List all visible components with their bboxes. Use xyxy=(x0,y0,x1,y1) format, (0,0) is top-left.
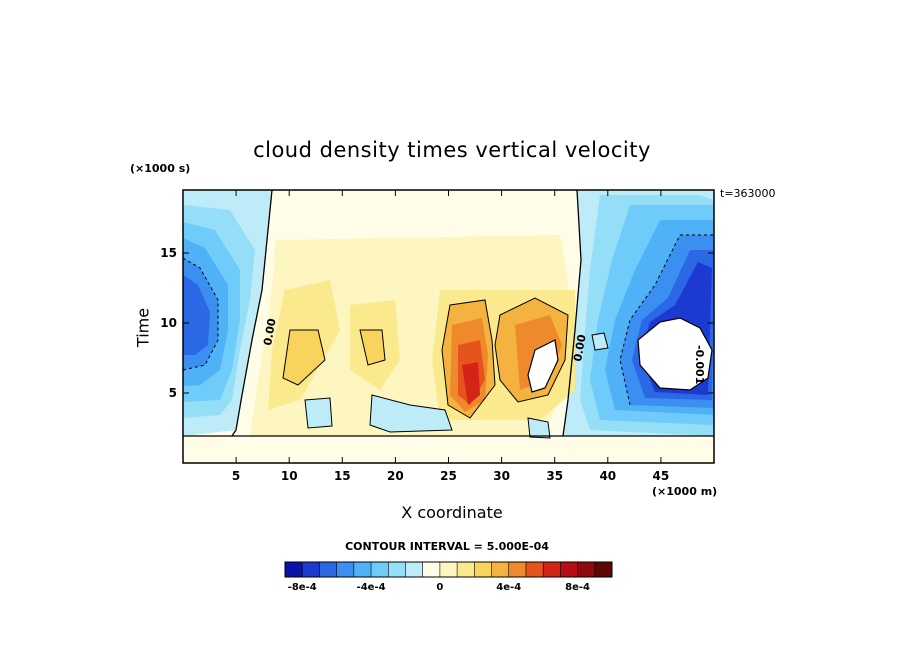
negative-pocket-1 xyxy=(304,397,333,429)
colorbar-frame xyxy=(284,561,613,578)
contour-core-left xyxy=(441,299,496,419)
dashed-contour-right xyxy=(619,234,714,406)
negative-pocket-3 xyxy=(527,417,551,439)
y-tick-label-1: 10 xyxy=(160,316,177,330)
colorbar-swatch-9 xyxy=(439,562,458,577)
chart-title: cloud density times vertical velocity xyxy=(253,138,651,162)
colorbar: -8e-4 -4e-4 0 4e-4 8e-4 xyxy=(284,561,613,593)
x-tick-label-4: 25 xyxy=(440,469,457,483)
colorbar-swatch-6 xyxy=(388,562,406,577)
x-tick-label-2: 15 xyxy=(334,469,351,483)
zero-contour-left xyxy=(231,190,273,437)
x-tick-label-0: 5 xyxy=(232,469,240,483)
contour-interval-label: CONTOUR INTERVAL = 5.000E-04 xyxy=(345,540,549,553)
negative-pocket-2 xyxy=(369,394,453,433)
y-tick-label-2: 15 xyxy=(160,246,177,260)
x-axis-title: X coordinate xyxy=(401,503,503,522)
contour-label-1: 0.00 xyxy=(261,317,279,346)
contour-label-2: 0.00 xyxy=(571,333,589,362)
x-tick-label-3: 20 xyxy=(387,469,404,483)
colorbar-swatch-0 xyxy=(285,562,303,577)
colorbar-swatch-17 xyxy=(577,562,596,577)
x-tick-label-7: 40 xyxy=(599,469,616,483)
colorbar-swatch-4 xyxy=(353,562,372,577)
contour-center-cell xyxy=(359,329,386,366)
colorbar-swatch-5 xyxy=(371,562,389,577)
colorbar-swatch-10 xyxy=(457,562,475,577)
colorbar-swatch-16 xyxy=(560,562,578,577)
colorbar-swatch-14 xyxy=(525,562,544,577)
contour-left-cell xyxy=(282,329,326,386)
colorbar-tick-label-3: 4e-4 xyxy=(496,582,521,593)
negative-pocket-4 xyxy=(591,332,609,351)
colorbar-tick-label-1: -4e-4 xyxy=(357,582,386,593)
colorbar-swatch-13 xyxy=(508,562,527,577)
x-tick-label-6: 35 xyxy=(546,469,563,483)
y-axis-unit: (×1000 s) xyxy=(130,162,191,175)
contour-label-3: -0.001 xyxy=(693,345,706,384)
x-axis-unit: (×1000 m) xyxy=(652,485,718,498)
colorbar-swatch-3 xyxy=(336,562,355,577)
y-axis-title: Time xyxy=(133,307,153,348)
colorbar-tick-label-2: 0 xyxy=(436,582,443,593)
x-tick-label-8: 45 xyxy=(653,469,670,483)
dashed-contour-left xyxy=(183,257,219,371)
timestamp-label: t=363000 xyxy=(720,187,776,200)
right-negative-core xyxy=(637,317,713,391)
colorbar-tick-label-0: -8e-4 xyxy=(288,582,317,593)
colorbar-swatch-11 xyxy=(474,562,492,577)
heatmap-field xyxy=(183,190,714,463)
colorbar-swatch-12 xyxy=(491,562,510,577)
colorbar-swatch-8 xyxy=(422,562,441,577)
y-tick-label-0: 5 xyxy=(169,386,177,400)
colorbar-swatch-7 xyxy=(405,562,423,577)
x-tick-label-1: 10 xyxy=(281,469,298,483)
contour-core-right xyxy=(494,297,569,403)
colorbar-swatch-2 xyxy=(319,562,337,577)
colorbar-swatch-15 xyxy=(543,562,561,577)
colorbar-tick-label-4: 8e-4 xyxy=(565,582,590,593)
axes: 5 10 15 20 25 30 35 40 45 5 10 15 xyxy=(160,190,714,483)
positive-peak xyxy=(527,339,559,393)
colorbar-swatch-1 xyxy=(302,562,320,577)
zero-contour-right xyxy=(562,190,582,437)
colorbar-swatch-18 xyxy=(594,562,613,577)
x-tick-label-5: 30 xyxy=(493,469,510,483)
